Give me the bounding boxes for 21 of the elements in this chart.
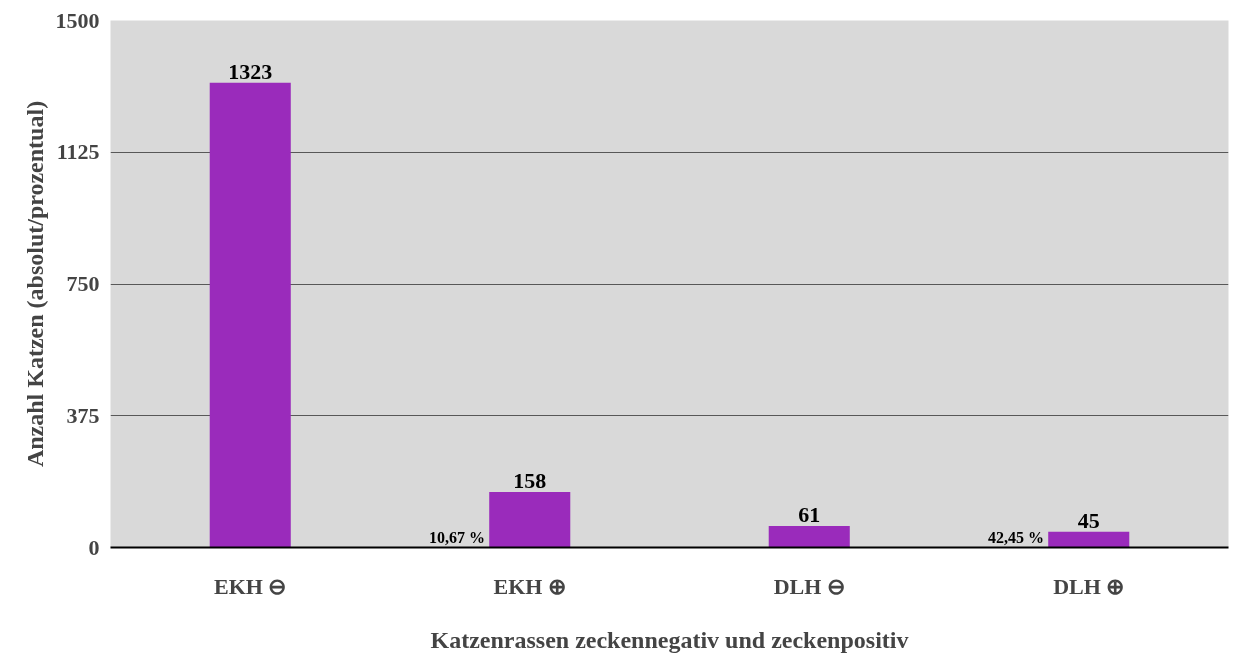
x-tick-label: DLH ⊖: [773, 573, 845, 599]
y-tick-label: 1125: [56, 139, 100, 165]
data-label: 61: [798, 502, 821, 528]
y-tick-label: 750: [66, 271, 100, 296]
data-label: 158: [513, 467, 547, 493]
annotation: 10,67 %: [429, 528, 486, 546]
bar: [209, 82, 291, 548]
bar: [489, 491, 571, 548]
data-label: 45: [1077, 507, 1100, 533]
y-tick-label: 1500: [55, 7, 100, 33]
y-tick-label: 375: [66, 402, 100, 428]
data-label: 1323: [228, 58, 273, 84]
y-tick-label: 0: [88, 534, 100, 560]
x-tick-label: EKH ⊖: [214, 573, 287, 599]
y-axis-title: Anzahl Katzen (absolut/prozentual): [21, 100, 48, 468]
bar: [1048, 531, 1130, 548]
bar: [768, 526, 850, 548]
x-tick-label: EKH ⊕: [493, 573, 566, 599]
x-tick-label: DLH ⊕: [1053, 573, 1125, 599]
annotation: 42,45 %: [988, 528, 1045, 546]
x-axis-title: Katzenrassen zeckennegativ und zeckenpositiv: [430, 626, 909, 653]
